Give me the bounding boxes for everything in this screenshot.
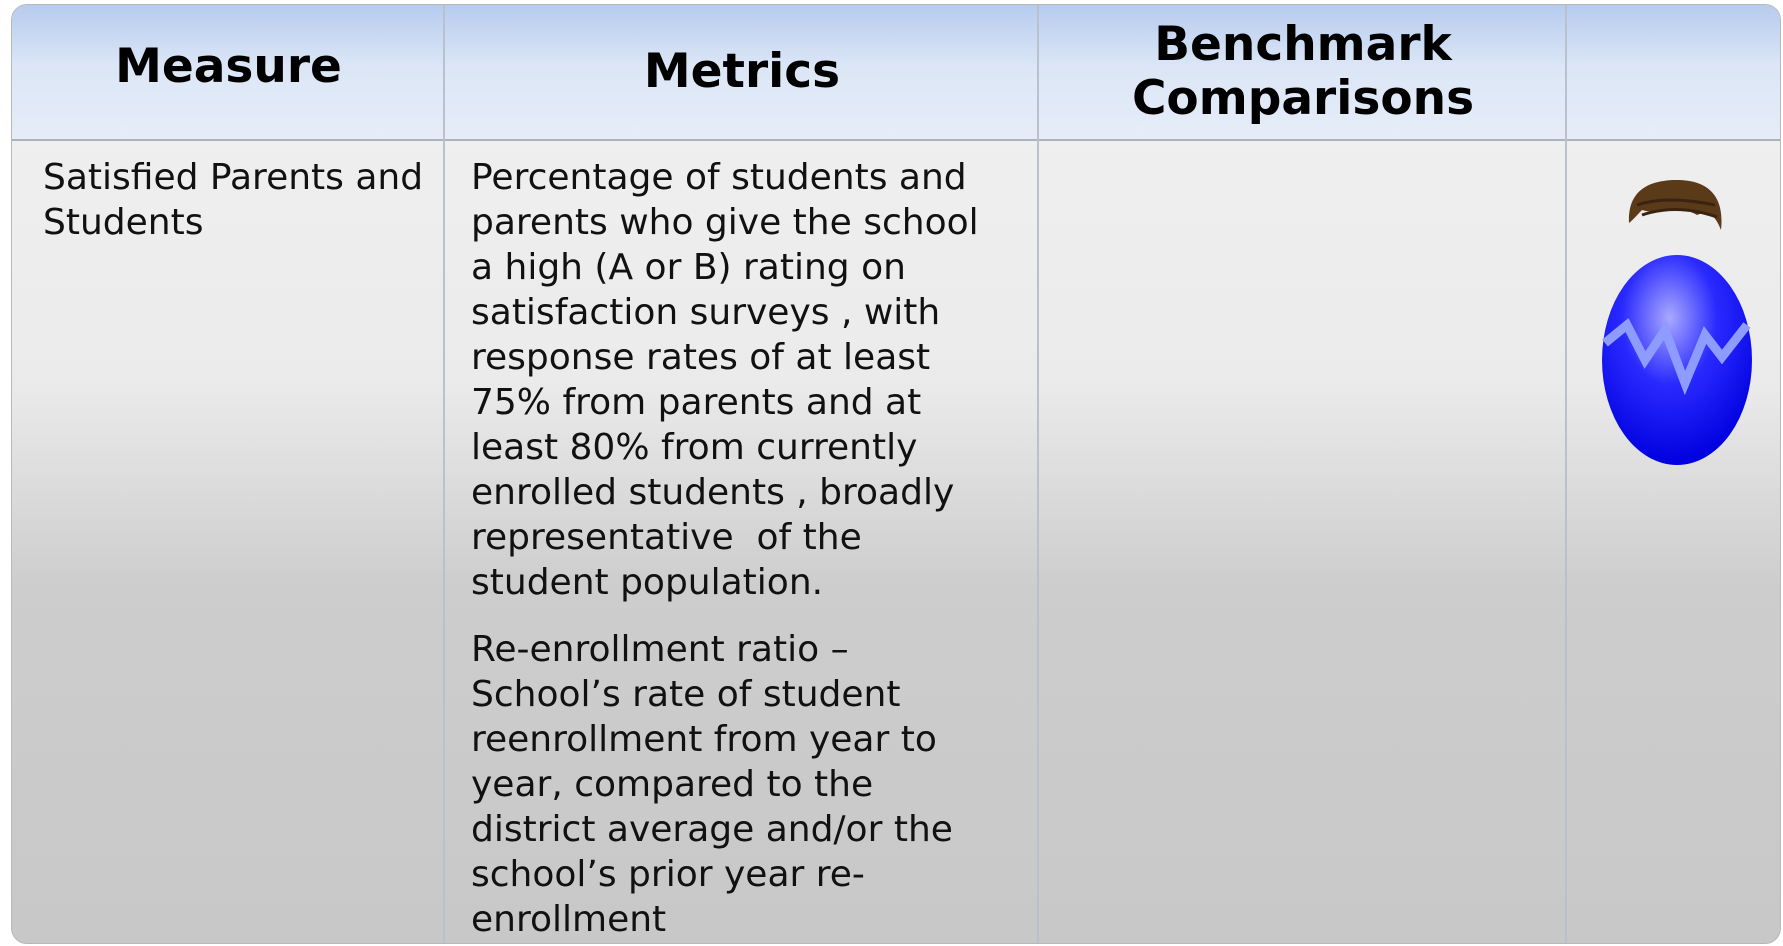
header-cell: Measure bbox=[12, 5, 445, 139]
metric-line: School’s rate of student bbox=[471, 672, 1031, 717]
metric-line: enrolled students , broadly bbox=[471, 470, 1031, 515]
page: Measure Metrics Benchmark Comparisons Sa… bbox=[0, 0, 1783, 946]
metric-line: reenrollment from year to bbox=[471, 717, 1031, 762]
header-cell: Benchmark Comparisons bbox=[1039, 5, 1567, 139]
measure-cell: Satisfied Parents and Students bbox=[43, 155, 433, 245]
metric-line: least 80% from currently bbox=[471, 425, 1031, 470]
person-icon bbox=[1597, 175, 1757, 470]
metric-line: student population. bbox=[471, 560, 1031, 605]
metric-line: satisfaction surveys , with bbox=[471, 290, 1031, 335]
metric-line: enrollment bbox=[471, 897, 1031, 942]
metric-line: district average and/or the bbox=[471, 807, 1031, 852]
header-cell: Metrics bbox=[445, 5, 1039, 139]
column-divider bbox=[12, 5, 445, 943]
table: Measure Metrics Benchmark Comparisons Sa… bbox=[11, 4, 1781, 944]
metric-line: parents who give the school bbox=[471, 200, 1031, 245]
metric-line: school’s prior year re- bbox=[471, 852, 1031, 897]
metric-paragraph: Re-enrollment ratio –School’s rate of st… bbox=[471, 627, 1031, 942]
metric-line: Percentage of students and bbox=[471, 155, 1031, 200]
metric-line: response rates of at least bbox=[471, 335, 1031, 380]
metric-line: year, compared to the bbox=[471, 762, 1031, 807]
column-divider bbox=[1039, 5, 1567, 943]
metric-line: a high (A or B) rating on bbox=[471, 245, 1031, 290]
metric-line: 75% from parents and at bbox=[471, 380, 1031, 425]
metric-line: representative of the bbox=[471, 515, 1031, 560]
metric-line: Re-enrollment ratio – bbox=[471, 627, 1031, 672]
